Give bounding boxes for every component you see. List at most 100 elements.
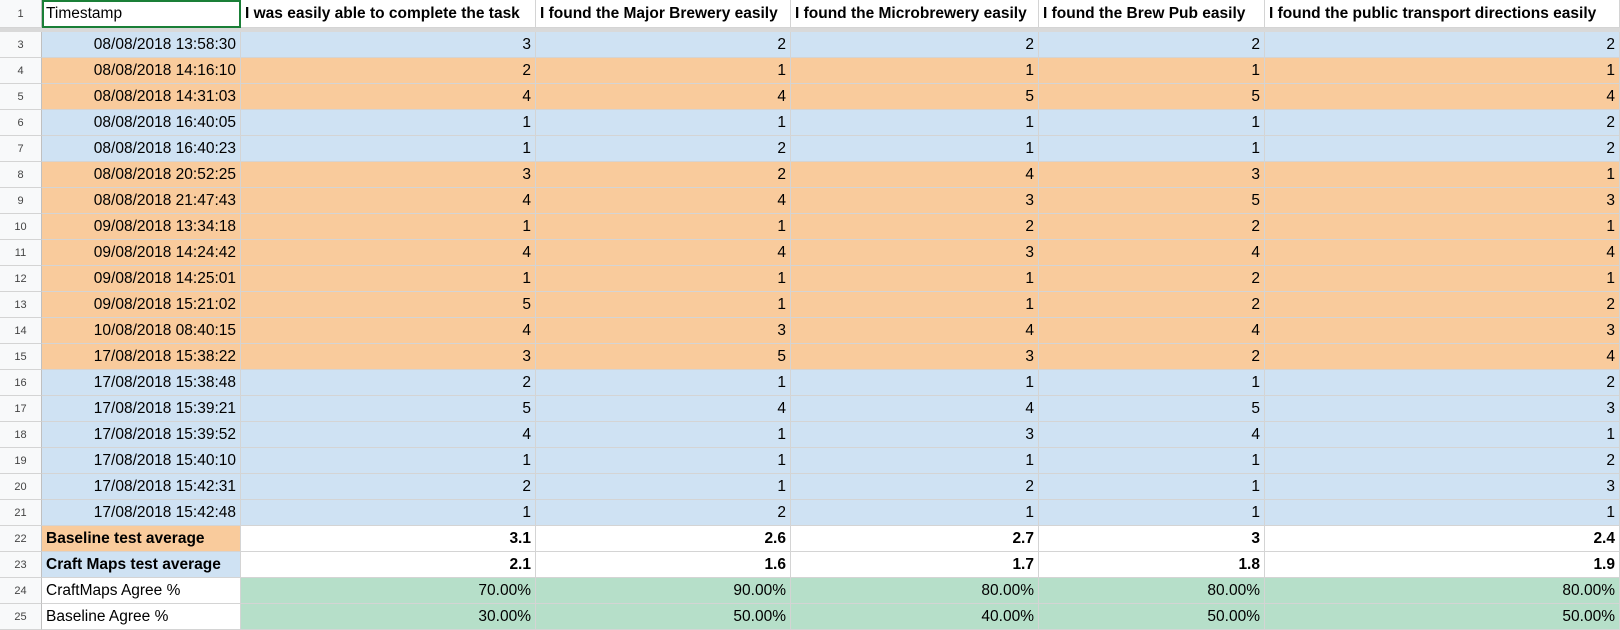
summary-value-cell[interactable]: 3.1 <box>241 526 536 552</box>
rating-cell[interactable]: 2 <box>791 214 1039 240</box>
timestamp-cell[interactable]: 08/08/2018 14:31:03 <box>42 84 241 110</box>
rating-cell[interactable]: 4 <box>536 188 791 214</box>
rating-cell[interactable]: 1 <box>791 370 1039 396</box>
timestamp-cell[interactable]: 17/08/2018 15:39:21 <box>42 396 241 422</box>
rating-cell[interactable]: 2 <box>536 136 791 162</box>
rating-cell[interactable]: 1 <box>1039 110 1265 136</box>
summary-label-cell[interactable]: Craft Maps test average <box>42 552 241 578</box>
rating-cell[interactable]: 4 <box>1039 422 1265 448</box>
rating-cell[interactable]: 2 <box>1039 344 1265 370</box>
rating-cell[interactable]: 1 <box>241 214 536 240</box>
header-cell[interactable]: I found the Major Brewery easily <box>536 0 791 28</box>
rating-cell[interactable]: 1 <box>536 474 791 500</box>
rating-cell[interactable]: 2 <box>536 500 791 526</box>
timestamp-cell[interactable]: 17/08/2018 15:38:22 <box>42 344 241 370</box>
summary-value-cell[interactable]: 1.8 <box>1039 552 1265 578</box>
timestamp-cell[interactable]: 17/08/2018 15:40:10 <box>42 448 241 474</box>
rating-cell[interactable]: 1 <box>536 266 791 292</box>
rating-cell[interactable]: 5 <box>791 84 1039 110</box>
timestamp-cell[interactable]: 09/08/2018 14:24:42 <box>42 240 241 266</box>
rating-cell[interactable]: 3 <box>791 344 1039 370</box>
rating-cell[interactable]: 3 <box>536 318 791 344</box>
timestamp-cell[interactable]: 17/08/2018 15:38:48 <box>42 370 241 396</box>
rating-cell[interactable]: 1 <box>791 136 1039 162</box>
summary-label-cell[interactable]: CraftMaps Agree % <box>42 578 241 604</box>
rating-cell[interactable]: 5 <box>241 396 536 422</box>
summary-value-cell[interactable]: 50.00% <box>1265 604 1620 630</box>
rating-cell[interactable]: 1 <box>241 136 536 162</box>
summary-value-cell[interactable]: 2.7 <box>791 526 1039 552</box>
rating-cell[interactable]: 1 <box>791 448 1039 474</box>
rating-cell[interactable]: 3 <box>791 188 1039 214</box>
rating-cell[interactable]: 1 <box>1039 136 1265 162</box>
timestamp-cell[interactable]: 17/08/2018 15:42:48 <box>42 500 241 526</box>
rating-cell[interactable]: 2 <box>1039 266 1265 292</box>
rating-cell[interactable]: 2 <box>241 474 536 500</box>
rating-cell[interactable]: 1 <box>1039 370 1265 396</box>
rating-cell[interactable]: 4 <box>241 84 536 110</box>
timestamp-cell[interactable]: 08/08/2018 21:47:43 <box>42 188 241 214</box>
rating-cell[interactable]: 1 <box>1265 422 1620 448</box>
summary-value-cell[interactable]: 1.7 <box>791 552 1039 578</box>
rating-cell[interactable]: 1 <box>1039 500 1265 526</box>
timestamp-cell[interactable]: 08/08/2018 14:16:10 <box>42 58 241 84</box>
rating-cell[interactable]: 1 <box>1265 214 1620 240</box>
summary-value-cell[interactable]: 80.00% <box>1039 578 1265 604</box>
rating-cell[interactable]: 3 <box>791 240 1039 266</box>
summary-value-cell[interactable]: 50.00% <box>1039 604 1265 630</box>
header-cell[interactable]: I was easily able to complete the task <box>241 0 536 28</box>
rating-cell[interactable]: 3 <box>241 344 536 370</box>
rating-cell[interactable]: 4 <box>1039 240 1265 266</box>
rating-cell[interactable]: 4 <box>536 240 791 266</box>
rating-cell[interactable]: 2 <box>791 32 1039 58</box>
rating-cell[interactable]: 4 <box>241 188 536 214</box>
summary-label-cell[interactable]: Baseline test average <box>42 526 241 552</box>
summary-value-cell[interactable]: 80.00% <box>791 578 1039 604</box>
rating-cell[interactable]: 1 <box>536 58 791 84</box>
rating-cell[interactable]: 1 <box>536 448 791 474</box>
rating-cell[interactable]: 2 <box>241 370 536 396</box>
rating-cell[interactable]: 4 <box>791 396 1039 422</box>
rating-cell[interactable]: 3 <box>1265 188 1620 214</box>
summary-value-cell[interactable]: 1.9 <box>1265 552 1620 578</box>
summary-value-cell[interactable]: 2.1 <box>241 552 536 578</box>
header-cell[interactable]: I found the Microbrewery easily <box>791 0 1039 28</box>
timestamp-cell[interactable]: 17/08/2018 15:39:52 <box>42 422 241 448</box>
rating-cell[interactable]: 3 <box>791 422 1039 448</box>
rating-cell[interactable]: 1 <box>241 110 536 136</box>
rating-cell[interactable]: 5 <box>536 344 791 370</box>
rating-cell[interactable]: 2 <box>791 474 1039 500</box>
rating-cell[interactable]: 1 <box>1039 474 1265 500</box>
timestamp-cell[interactable]: 08/08/2018 20:52:25 <box>42 162 241 188</box>
timestamp-cell[interactable]: 09/08/2018 13:34:18 <box>42 214 241 240</box>
timestamp-cell[interactable]: 10/08/2018 08:40:15 <box>42 318 241 344</box>
summary-value-cell[interactable]: 2.4 <box>1265 526 1620 552</box>
rating-cell[interactable]: 1 <box>1265 500 1620 526</box>
rating-cell[interactable]: 4 <box>1265 84 1620 110</box>
rating-cell[interactable]: 4 <box>241 318 536 344</box>
rating-cell[interactable]: 1 <box>536 214 791 240</box>
rating-cell[interactable]: 1 <box>791 110 1039 136</box>
summary-value-cell[interactable]: 50.00% <box>536 604 791 630</box>
rating-cell[interactable]: 4 <box>791 318 1039 344</box>
header-cell[interactable]: I found the public transport directions … <box>1265 0 1620 28</box>
summary-value-cell[interactable]: 1.6 <box>536 552 791 578</box>
timestamp-cell[interactable]: 09/08/2018 14:25:01 <box>42 266 241 292</box>
rating-cell[interactable]: 4 <box>241 240 536 266</box>
rating-cell[interactable]: 3 <box>1265 318 1620 344</box>
rating-cell[interactable]: 3 <box>1039 162 1265 188</box>
rating-cell[interactable]: 3 <box>1265 474 1620 500</box>
rating-cell[interactable]: 2 <box>1265 110 1620 136</box>
rating-cell[interactable]: 1 <box>536 292 791 318</box>
rating-cell[interactable]: 2 <box>1265 136 1620 162</box>
rating-cell[interactable]: 4 <box>536 396 791 422</box>
header-cell-timestamp[interactable]: Timestamp <box>42 0 241 28</box>
rating-cell[interactable]: 4 <box>1039 318 1265 344</box>
summary-label-cell[interactable]: Baseline Agree % <box>42 604 241 630</box>
timestamp-cell[interactable]: 08/08/2018 16:40:05 <box>42 110 241 136</box>
rating-cell[interactable]: 1 <box>1039 58 1265 84</box>
rating-cell[interactable]: 5 <box>1039 188 1265 214</box>
timestamp-cell[interactable]: 17/08/2018 15:42:31 <box>42 474 241 500</box>
rating-cell[interactable]: 2 <box>1039 214 1265 240</box>
summary-value-cell[interactable]: 30.00% <box>241 604 536 630</box>
